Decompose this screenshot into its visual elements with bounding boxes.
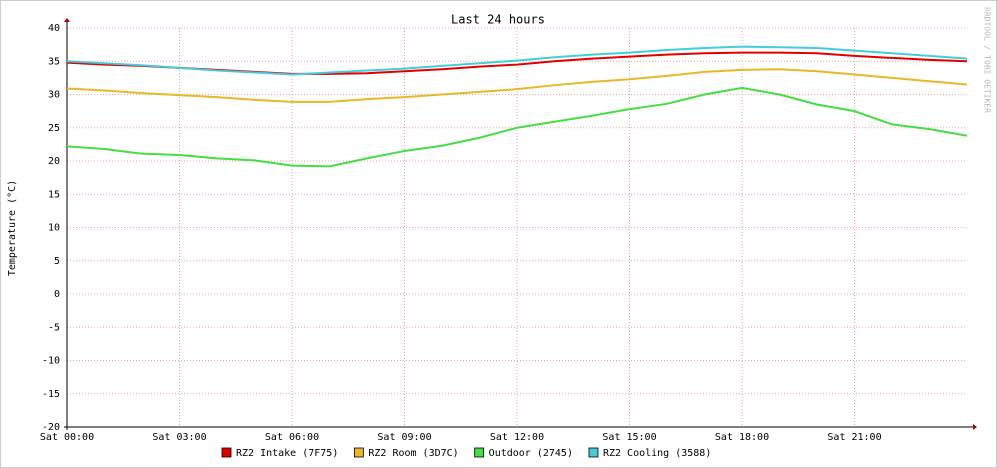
y-axis-arrow (64, 18, 70, 22)
legend-label: RZ2 Intake (7F75) (236, 448, 338, 459)
y-tick-label: 10 (48, 223, 60, 234)
y-tick-label: 0 (54, 289, 60, 300)
x-tick-label: Sat 15:00 (602, 432, 656, 443)
y-tick-label: -15 (42, 389, 60, 400)
x-tick-label: Sat 09:00 (377, 432, 431, 443)
watermark: RRDTOOL / TOBI OETIKER (983, 7, 992, 113)
x-tick-label: Sat 00:00 (40, 432, 94, 443)
x-tick-label: Sat 21:00 (827, 432, 881, 443)
y-axis-label: Temperature (°C) (7, 180, 18, 276)
legend-label: RZ2 Cooling (3588) (603, 448, 711, 459)
legend-label: RZ2 Room (3D7C) (368, 448, 458, 459)
y-tick-label: 40 (48, 23, 60, 34)
y-tick-label: 35 (48, 56, 60, 67)
series-line (66, 86, 968, 168)
y-tick-label: 5 (54, 256, 60, 267)
y-tick-label: 20 (48, 156, 60, 167)
x-tick-label: Sat 18:00 (715, 432, 769, 443)
x-tick-label: Sat 12:00 (490, 432, 544, 443)
legend-swatch (474, 447, 485, 458)
series-line (66, 68, 968, 103)
chart-title: Last 24 hours (451, 13, 545, 27)
legend-swatch (588, 447, 599, 458)
x-tick-label: Sat 06:00 (265, 432, 319, 443)
x-axis-arrow (973, 424, 977, 430)
legend-label: Outdoor (2745) (489, 448, 573, 459)
y-tick-label: 15 (48, 189, 60, 200)
y-tick-label: -20 (42, 422, 60, 433)
y-tick-label: -10 (42, 356, 60, 367)
x-tick-label: Sat 03:00 (152, 432, 206, 443)
y-tick-label: -5 (48, 322, 60, 333)
legend-swatch (221, 447, 232, 458)
legend-swatch (353, 447, 364, 458)
y-tick-label: 25 (48, 123, 60, 134)
series-line (66, 45, 968, 76)
y-tick-label: 30 (48, 90, 60, 101)
